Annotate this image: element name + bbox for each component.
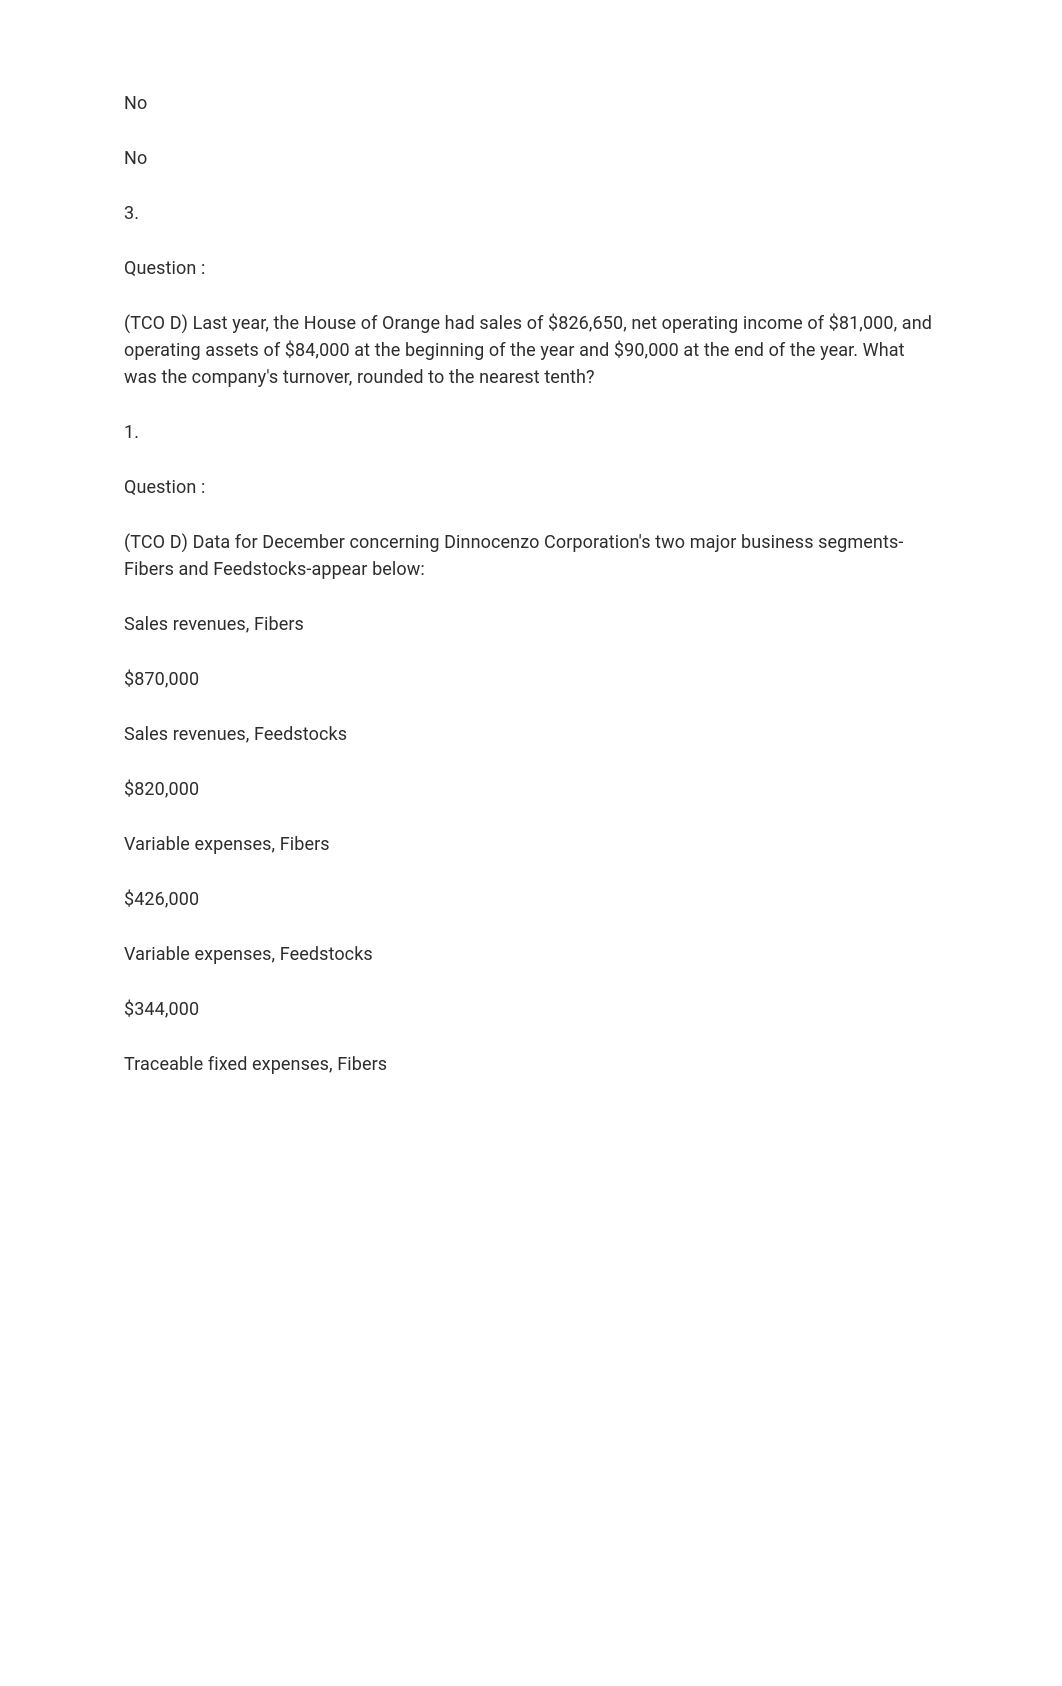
text-line: No — [124, 145, 938, 172]
data-label: Sales revenues, Feedstocks — [124, 721, 938, 748]
question-label: Question : — [124, 255, 938, 282]
text-line: No — [124, 90, 938, 117]
data-label: Traceable fixed expenses, Fibers — [124, 1051, 938, 1078]
data-label: Variable expenses, Fibers — [124, 831, 938, 858]
text-line: 3. — [124, 200, 938, 227]
question-body: (TCO D) Last year, the House of Orange h… — [124, 310, 938, 391]
data-value: $344,000 — [124, 996, 938, 1023]
question-body: (TCO D) Data for December concerning Din… — [124, 529, 938, 583]
data-value: $426,000 — [124, 886, 938, 913]
data-value: $820,000 — [124, 776, 938, 803]
data-value: $870,000 — [124, 666, 938, 693]
text-line: 1. — [124, 419, 938, 446]
data-label: Sales revenues, Fibers — [124, 611, 938, 638]
question-label: Question : — [124, 474, 938, 501]
data-label: Variable expenses, Feedstocks — [124, 941, 938, 968]
